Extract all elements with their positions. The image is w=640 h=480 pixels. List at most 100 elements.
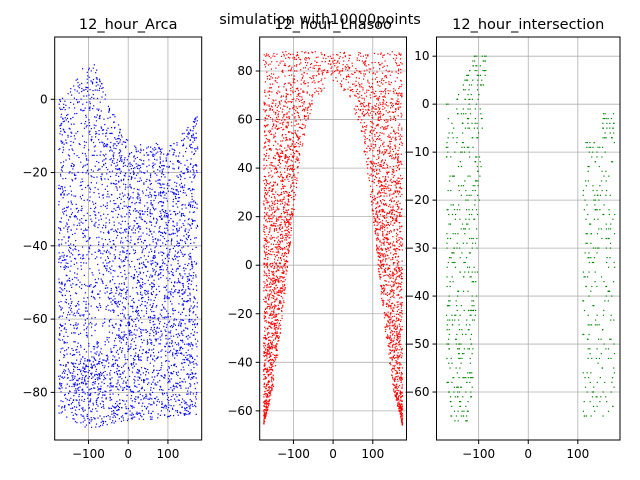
- data-point: [120, 336, 122, 338]
- data-point: [94, 116, 96, 118]
- data-point: [60, 140, 63, 142]
- data-point: [183, 224, 185, 227]
- data-point: [175, 333, 177, 336]
- data-point: [162, 211, 165, 213]
- data-point: [96, 132, 98, 134]
- data-point: [191, 189, 193, 191]
- data-point: [393, 116, 395, 119]
- data-point: [273, 293, 276, 295]
- data-point: [153, 208, 155, 210]
- data-point: [185, 268, 187, 270]
- data-point: [179, 352, 181, 355]
- data-point: [102, 422, 105, 424]
- data-point: [383, 263, 385, 265]
- data-point: [125, 325, 127, 327]
- data-point: [105, 284, 107, 287]
- data-point: [132, 287, 134, 289]
- data-point: [182, 172, 184, 175]
- data-point: [78, 401, 80, 403]
- data-point: [299, 143, 301, 145]
- data-point: [137, 192, 139, 194]
- data-point: [91, 372, 93, 374]
- data-point: [66, 255, 68, 257]
- data-point: [182, 319, 184, 321]
- data-point: [393, 200, 396, 202]
- data-point: [275, 346, 277, 348]
- data-point: [84, 360, 86, 362]
- data-point: [98, 373, 100, 375]
- data-point: [374, 233, 377, 235]
- data-point: [106, 185, 108, 187]
- data-point: [73, 354, 76, 356]
- data-point: [94, 211, 96, 213]
- data-point: [66, 142, 68, 144]
- data-point: [145, 275, 148, 277]
- data-point: [140, 149, 142, 152]
- data-point: [295, 55, 298, 57]
- data-point: [126, 159, 128, 161]
- data-point: [59, 99, 61, 101]
- data-point: [120, 170, 122, 172]
- data-point: [100, 362, 103, 364]
- data-point: [114, 143, 116, 145]
- data-point: [120, 293, 122, 295]
- data-point: [76, 366, 79, 369]
- data-point: [288, 156, 291, 158]
- data-point: [143, 220, 146, 222]
- data-point: [157, 179, 159, 181]
- data-point: [150, 404, 152, 406]
- data-point: [128, 332, 131, 334]
- data-point: [383, 65, 385, 67]
- data-point: [113, 310, 115, 312]
- data-point: [61, 307, 63, 309]
- data-point: [374, 163, 376, 165]
- y-tick-label: −40: [22, 239, 47, 253]
- data-point: [95, 221, 97, 224]
- data-point: [69, 246, 71, 249]
- data-point: [192, 334, 194, 336]
- data-point: [186, 410, 188, 412]
- data-point: [141, 250, 144, 252]
- data-point: [400, 230, 402, 233]
- data-point: [139, 199, 142, 201]
- data-point: [63, 254, 65, 256]
- data-point: [389, 74, 391, 76]
- data-point: [61, 191, 64, 194]
- data-point: [70, 260, 72, 262]
- data-point: [92, 67, 94, 69]
- data-point: [151, 306, 153, 308]
- data-point: [397, 358, 399, 360]
- data-point: [171, 268, 174, 270]
- data-point: [137, 314, 139, 316]
- data-point: [124, 273, 126, 275]
- data-point: [154, 376, 156, 378]
- data-point: [393, 284, 395, 286]
- data-point: [140, 171, 143, 173]
- data-point: [140, 338, 143, 341]
- data-point: [135, 413, 137, 415]
- data-point: [74, 292, 77, 294]
- data-point: [269, 109, 271, 111]
- data-point: [145, 180, 147, 183]
- data-point: [74, 232, 76, 234]
- data-point: [183, 307, 185, 310]
- data-point: [100, 406, 103, 409]
- data-point: [188, 229, 190, 231]
- data-point: [121, 216, 123, 218]
- data-point: [95, 214, 97, 216]
- data-point: [125, 362, 127, 364]
- data-point: [397, 108, 400, 110]
- data-point: [394, 147, 397, 150]
- data-point: [152, 236, 154, 238]
- data-point: [194, 206, 196, 209]
- data-point: [87, 226, 90, 228]
- data-point: [106, 173, 108, 175]
- data-point: [147, 378, 149, 380]
- data-point: [385, 271, 387, 273]
- data-point: [193, 176, 196, 178]
- data-point: [393, 283, 395, 285]
- data-point: [187, 344, 190, 346]
- data-point: [115, 286, 117, 288]
- data-point: [150, 329, 152, 331]
- data-point: [186, 129, 188, 131]
